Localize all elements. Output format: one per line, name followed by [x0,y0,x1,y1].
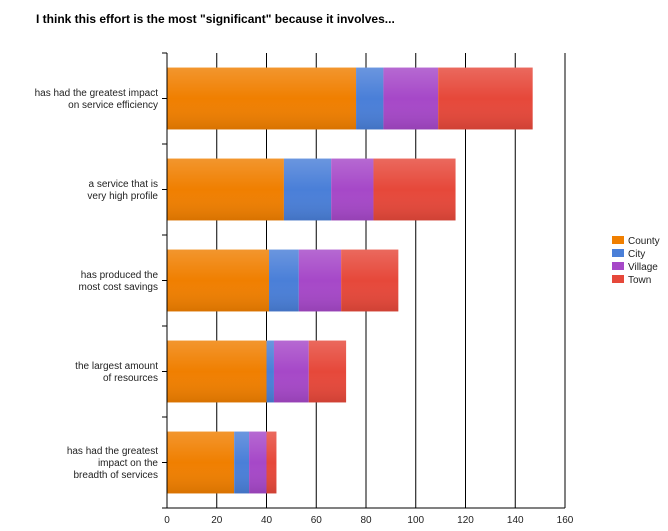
category-label: has had the greatest [67,446,158,457]
bar-segment-shade [356,67,384,130]
category-label: most cost savings [79,282,158,293]
legend-swatch-town [612,275,624,283]
bars [167,67,533,494]
bar-segment-shade [283,158,332,221]
category-label: of resources [103,373,158,384]
legend-label-county: County [628,236,660,247]
bar-segment-shade [298,249,342,312]
category-label: a service that is [89,179,158,190]
x-tick-label: 0 [164,515,170,526]
category-label: has had the greatest impact [35,88,159,99]
bar-segment-shade [266,431,277,494]
category-label: very high profile [87,191,158,202]
x-tick-label: 40 [261,515,273,526]
category-label: has produced the [81,270,159,281]
legend-label-village: Village [628,262,658,273]
category-label: impact on the [98,458,158,469]
category-label: breadth of services [74,470,159,481]
legend-swatch-city [612,249,624,257]
legend: County City Village Town [612,236,660,286]
bar-segment-shade [266,340,274,403]
x-tick-label: 80 [360,515,372,526]
bar-segment-shade [167,249,269,312]
bar-segment-shade [234,431,250,494]
x-tick-label: 60 [311,515,323,526]
bar-segment-shade [268,249,299,312]
bar-segment-shade [438,67,533,130]
x-tick-label: 160 [557,515,574,526]
legend-swatch-village [612,262,624,270]
legend-label-city: City [628,249,645,260]
bar-segment-shade [331,158,374,221]
x-tick-label: 20 [211,515,223,526]
legend-swatch-county [612,236,624,244]
bar-segment-shade [341,249,399,312]
bar-segment-shade [383,67,439,130]
bar-segment-shade [273,340,309,403]
bar-segment-shade [373,158,456,221]
bar-segment-shade [308,340,347,403]
axes [162,52,565,509]
chart-title: I think this effort is the most "signifi… [36,12,395,26]
bar-segment-shade [167,158,284,221]
category-label: on service efficiency [68,100,158,111]
bar-segment-shade [167,431,235,494]
bar-segment-shade [167,67,357,130]
bar-segment-shade [167,340,267,403]
bar-segment-shade [249,431,267,494]
x-tick-label: 140 [507,515,524,526]
x-tick-label: 120 [457,515,474,526]
x-tick-labels: 0 20 40 60 80 100 120 140 160 [164,515,574,526]
x-tick-label: 100 [407,515,424,526]
category-label: the largest amount [75,361,158,372]
legend-label-town: Town [628,275,651,286]
